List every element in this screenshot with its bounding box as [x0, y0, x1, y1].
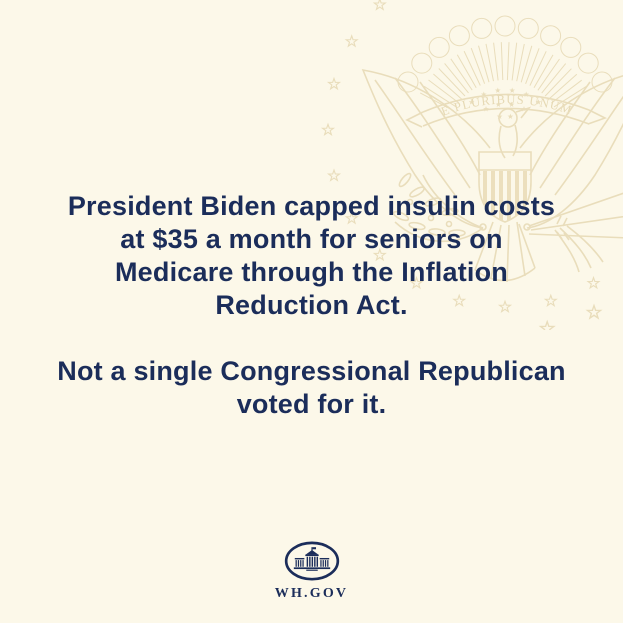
eagle-left-wing [361, 68, 491, 229]
arrow-bundle [523, 192, 623, 273]
message-paragraph-2: Not a single Congressional Republican vo… [57, 356, 566, 419]
eagle-beak [515, 106, 532, 119]
eagle-tail [474, 221, 536, 283]
message-paragraph-1: President Biden capped insulin costs at … [67, 191, 556, 320]
eagle-right-wing [519, 75, 623, 229]
seal-eagle [361, 68, 623, 283]
eagle-head [498, 108, 518, 128]
presidential-seal-watermark: E PLURIBUS UNUM [322, 0, 623, 330]
seal-glory-rays [419, 42, 587, 112]
eagle-shield [478, 151, 532, 223]
footer: WH.GOV [0, 540, 623, 602]
seal-motto-banner [405, 93, 608, 128]
message-block: President Biden capped insulin costs at … [0, 190, 623, 421]
wordmark: WH.GOV [274, 586, 349, 601]
seal-cloud-arc [397, 15, 613, 93]
white-house-logo [284, 541, 339, 581]
white-house-icon [293, 547, 330, 571]
olive-branch [392, 172, 487, 243]
